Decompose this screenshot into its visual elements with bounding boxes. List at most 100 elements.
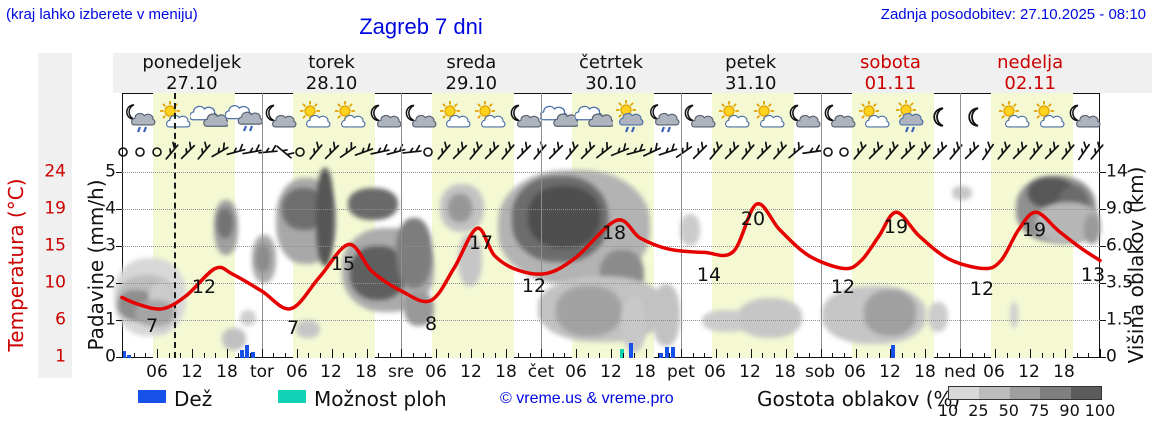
- time-tick: [692, 353, 694, 358]
- calm-circle-icon: [289, 141, 311, 163]
- day-header-sreda: sreda 29.10: [445, 52, 498, 94]
- right-axis-tick: [1100, 283, 1106, 284]
- day-header-nedelja: nedelja 02.11: [997, 52, 1064, 94]
- time-tick: [925, 349, 927, 358]
- cloud-blob: [240, 310, 256, 326]
- cloud-density-scale-label: 25: [968, 401, 989, 420]
- day-date: 29.10: [445, 72, 498, 94]
- cloud-blob: [652, 284, 680, 346]
- sun-cloud-icon: [470, 100, 508, 134]
- cloud-density-scale-label: 10: [937, 401, 959, 420]
- day-header-četrtek: četrtek 30.10: [579, 52, 643, 94]
- sun-cloud-icon: [1029, 100, 1067, 134]
- wind-barb-icon: [449, 141, 471, 163]
- precip-bar: [665, 347, 669, 358]
- time-tick: [226, 349, 228, 358]
- time-tick: [808, 353, 810, 358]
- time-tick: [657, 353, 659, 358]
- time-tick: [878, 353, 880, 358]
- time-label: tor: [249, 362, 275, 382]
- grid-line-horizontal: [122, 283, 1100, 284]
- temp-value-label: 7: [145, 315, 159, 337]
- wind-barb-icon: [513, 141, 535, 163]
- cloud-blob: [556, 286, 622, 336]
- time-tick: [250, 353, 252, 358]
- wind-barb-icon: [481, 141, 503, 163]
- grid-line-horizontal: [122, 172, 1100, 173]
- time-tick: [995, 349, 997, 358]
- temp-axis-tick: 15: [44, 235, 66, 256]
- copyright-link[interactable]: © vreme.us & vreme.pro: [500, 390, 674, 407]
- time-tick: [203, 353, 205, 358]
- wind-barb-icon: [977, 141, 999, 163]
- cloud-blob: [622, 296, 646, 352]
- cloud-blob: [680, 214, 700, 246]
- time-tick: [494, 353, 496, 358]
- cloud-blob: [928, 302, 948, 332]
- time-tick: [354, 353, 356, 358]
- time-label: 18: [355, 362, 377, 382]
- day-name: torek: [308, 52, 355, 73]
- cloud-blob: [348, 188, 398, 220]
- rain-legend-label: Dež: [174, 387, 213, 411]
- precip-bar: [891, 345, 895, 358]
- shower-legend-label: Možnost ploh: [314, 387, 447, 411]
- sun-cloud-icon: [330, 100, 368, 134]
- wind-barb-icon: [193, 141, 215, 163]
- calm-circle-icon: [833, 141, 855, 163]
- time-label: 18: [1053, 362, 1075, 382]
- time-tick: [937, 353, 938, 358]
- wind-barb-icon: [177, 141, 199, 163]
- time-tick: [599, 353, 601, 358]
- day-header-petek: petek 31.10: [725, 52, 777, 94]
- day-name: nedelja: [997, 52, 1064, 73]
- time-tick: [1030, 349, 1032, 358]
- time-label: čet: [527, 362, 555, 382]
- clouds-rain-icon: [225, 100, 264, 134]
- precip-axis-tick: 2: [105, 272, 116, 293]
- time-tick: [238, 353, 240, 358]
- day-date: 27.10: [166, 72, 218, 94]
- right-axis-tick: [1100, 246, 1106, 247]
- time-tick: [331, 349, 333, 358]
- moon-cloud-icon: [365, 100, 403, 134]
- sun-cloud-icon: [854, 100, 892, 134]
- precip-bar: [240, 350, 244, 358]
- wind-barb-icon: [721, 141, 743, 163]
- day-header-torek: torek 28.10: [306, 52, 358, 94]
- day-separator: [541, 93, 543, 358]
- time-tick: [890, 349, 892, 358]
- time-tick: [867, 353, 869, 358]
- temp-axis-tick: 24: [44, 161, 66, 182]
- day-separator: [960, 93, 962, 358]
- page-title: Zagreb 7 dni: [359, 14, 483, 39]
- time-tick: [820, 349, 822, 358]
- time-label: 12: [1018, 362, 1040, 382]
- time-tick: [983, 353, 985, 358]
- wind-barb-icon: [609, 141, 631, 163]
- left-axis-tick: [116, 246, 122, 247]
- precip-bar: [620, 349, 624, 358]
- temp-value-label: 13: [1080, 264, 1106, 286]
- time-tick: [622, 353, 624, 358]
- cloud-density-scale-label: 100: [1084, 401, 1116, 420]
- day-header-sobota: sobota 01.11: [860, 52, 921, 94]
- cloud-blob: [528, 186, 600, 248]
- precip-axis-tick: 0: [105, 346, 116, 367]
- wind-barb-icon: [737, 141, 759, 163]
- time-tick: [1088, 353, 1090, 358]
- clouds-icon: [190, 100, 229, 134]
- wind-barb-icon: [353, 141, 375, 163]
- cloud-axis-title: Višina oblakov (km): [1124, 166, 1148, 364]
- wind-barb-icon: [1009, 141, 1031, 163]
- wind-barb-icon: [1057, 141, 1079, 163]
- time-tick: [273, 353, 275, 358]
- time-tick: [1065, 349, 1067, 358]
- left-axis-tick: [116, 172, 122, 173]
- time-tick: [529, 353, 531, 358]
- wind-barb-icon: [785, 141, 807, 163]
- time-tick: [1006, 353, 1008, 358]
- calm-circle-icon: [417, 141, 439, 163]
- time-tick: [506, 349, 508, 358]
- wind-barb-icon: [657, 141, 679, 163]
